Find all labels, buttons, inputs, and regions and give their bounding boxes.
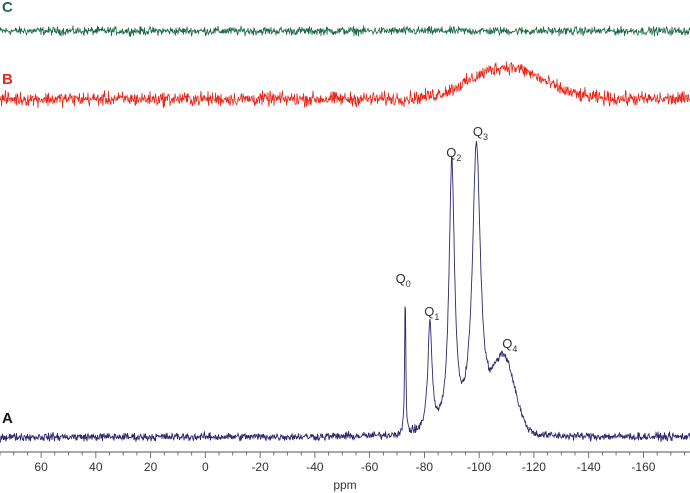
series-b-trace — [0, 61, 690, 109]
x-axis-label: ppm — [333, 478, 356, 492]
series-a-trace — [0, 140, 690, 444]
x-tick-label: -100 — [467, 460, 491, 474]
x-tick-label: -40 — [306, 460, 324, 474]
x-tick-label: -140 — [577, 460, 601, 474]
peak-label-q4: Q4 — [502, 336, 517, 354]
peak-label-q1: Q1 — [424, 304, 439, 322]
x-tick-label: -60 — [361, 460, 379, 474]
series-a-label: A — [2, 410, 13, 427]
series-b-label: B — [2, 71, 13, 88]
x-tick-label: -160 — [631, 460, 655, 474]
x-tick-label: 20 — [144, 460, 158, 474]
series-c-trace — [0, 25, 690, 38]
x-tick-label: 40 — [89, 460, 103, 474]
x-tick-label: -80 — [416, 460, 434, 474]
series-c-label: C — [2, 0, 13, 16]
x-tick-label: -20 — [251, 460, 269, 474]
x-tick-label: 60 — [34, 460, 48, 474]
peak-label-q3: Q3 — [473, 124, 488, 142]
x-tick-label: 0 — [202, 460, 209, 474]
peak-label-q2: Q2 — [446, 145, 461, 163]
peak-label-q0: Q0 — [396, 271, 411, 289]
x-tick-label: -120 — [522, 460, 546, 474]
